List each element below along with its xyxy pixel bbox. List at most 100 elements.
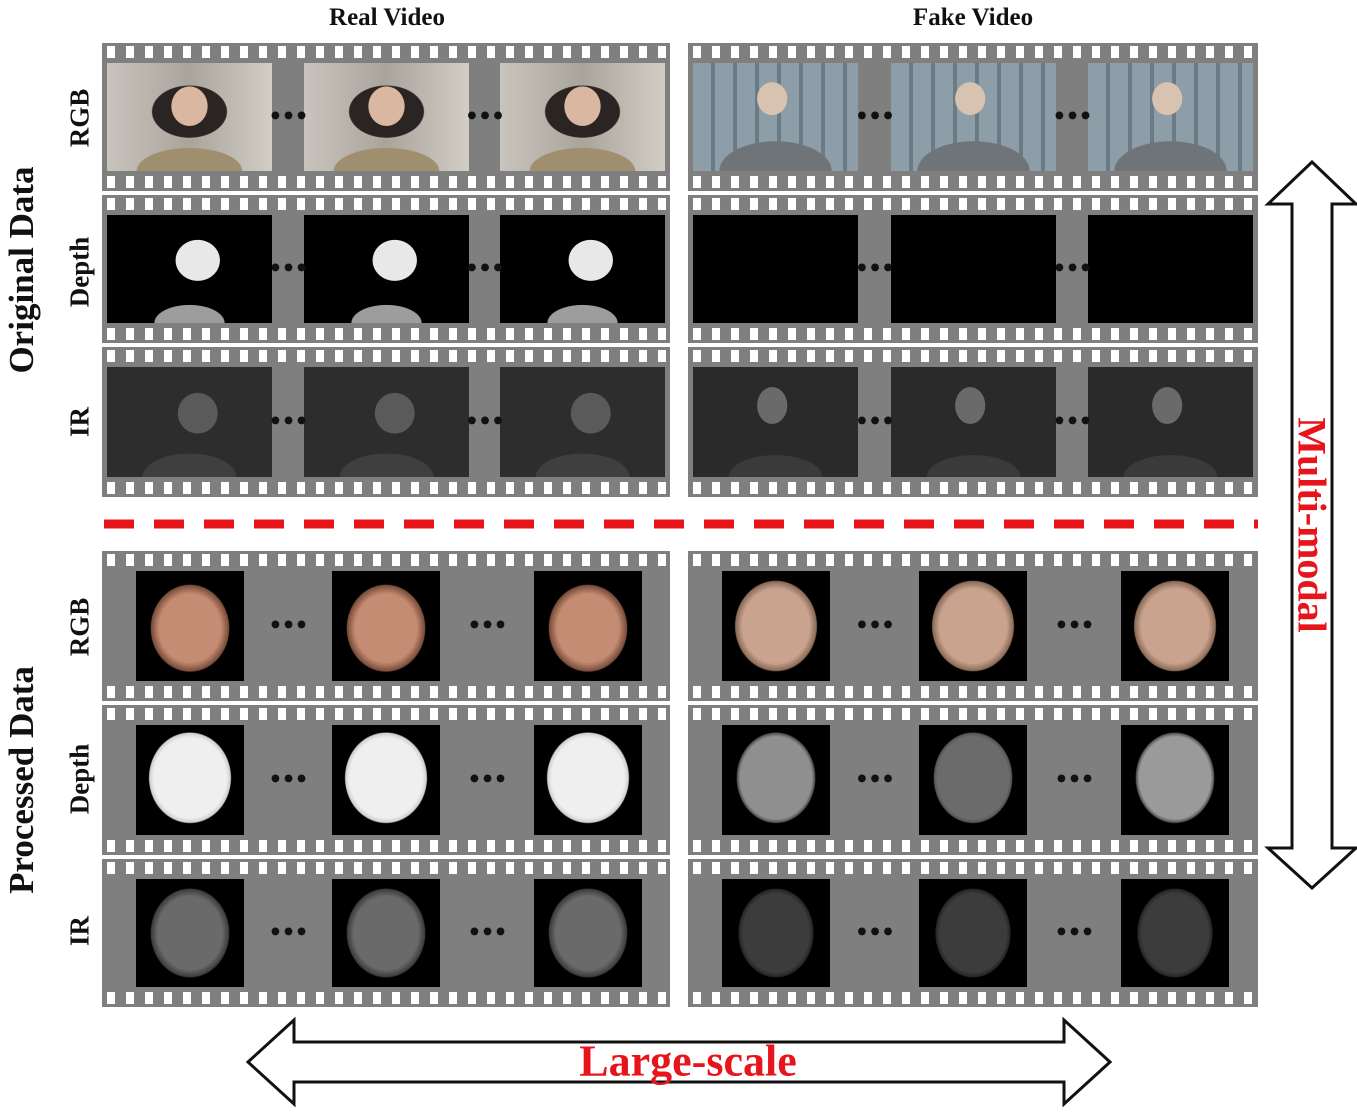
ellipsis: ••• — [854, 104, 895, 130]
video-frame-3 — [1088, 215, 1253, 323]
film-strip-fake-orig-rgb: ••• ••• — [688, 43, 1258, 191]
multimodal-label: Multi-modal — [1289, 417, 1335, 633]
ellipsis: ••• — [467, 920, 507, 946]
ellipsis: ••• — [268, 767, 308, 793]
video-frame-1 — [722, 571, 830, 681]
video-frame-2 — [919, 725, 1027, 835]
film-strip-real-orig-rgb: ••• ••• — [102, 43, 670, 191]
film-perforation-top — [102, 46, 670, 58]
film-perforation-top — [102, 862, 670, 874]
video-frame-1 — [693, 215, 858, 323]
film-strip-real-orig-ir: ••• ••• — [102, 347, 670, 497]
ellipsis: ••• — [854, 409, 895, 435]
ellipsis: ••• — [268, 409, 308, 435]
film-perforation-top — [688, 862, 1258, 874]
largescale-double-arrow — [246, 1016, 1112, 1108]
ellipsis: ••• — [268, 256, 308, 282]
largescale-label: Large-scale — [579, 1036, 797, 1086]
film-strip-real-proc-ir: ••• ••• — [102, 859, 670, 1007]
film-perforation-top — [102, 708, 670, 720]
ellipsis: ••• — [464, 409, 505, 435]
real-video-title: Real Video — [329, 4, 445, 31]
film-perforation-top — [102, 350, 670, 362]
video-frame-2 — [304, 367, 469, 477]
film-strip-real-proc-depth: ••• ••• — [102, 705, 670, 855]
film-perforation-bottom — [102, 840, 670, 852]
video-frame-3 — [1121, 725, 1229, 835]
video-frame-2 — [332, 571, 440, 681]
ellipsis: ••• — [854, 920, 895, 946]
ellipsis: ••• — [467, 767, 507, 793]
film-perforation-top — [102, 198, 670, 210]
film-perforation-bottom — [102, 176, 670, 188]
video-frame-1 — [693, 367, 858, 477]
video-frame-1 — [107, 215, 272, 323]
ellipsis: ••• — [464, 256, 505, 282]
video-frame-2 — [919, 571, 1027, 681]
film-strip-fake-orig-ir: ••• ••• — [688, 347, 1258, 497]
ellipsis: ••• — [854, 767, 895, 793]
ellipsis: ••• — [1054, 920, 1094, 946]
film-perforation-top — [688, 708, 1258, 720]
ellipsis: ••• — [268, 104, 308, 130]
video-frame-1 — [136, 571, 244, 681]
video-frame-3 — [1121, 879, 1229, 987]
ellipsis: ••• — [1054, 767, 1094, 793]
film-perforation-bottom — [688, 686, 1258, 698]
film-perforation-bottom — [102, 686, 670, 698]
video-frame-3 — [500, 367, 665, 477]
video-frame-3 — [534, 879, 642, 987]
video-frame-3 — [1088, 63, 1253, 171]
film-perforation-bottom — [688, 482, 1258, 494]
video-frame-1 — [693, 63, 858, 171]
film-perforation-bottom — [688, 328, 1258, 340]
film-perforation-bottom — [102, 328, 670, 340]
video-frame-3 — [1088, 367, 1253, 477]
video-frame-2 — [304, 63, 469, 171]
ellipsis: ••• — [268, 613, 308, 639]
multimodal-double-arrow — [1264, 160, 1357, 891]
video-frame-3 — [1121, 571, 1229, 681]
video-frame-3 — [500, 63, 665, 171]
video-frame-2 — [891, 367, 1056, 477]
film-strip-fake-proc-rgb: ••• ••• — [688, 551, 1258, 701]
video-frame-3 — [500, 215, 665, 323]
ellipsis: ••• — [854, 256, 895, 282]
film-perforation-top — [688, 198, 1258, 210]
film-perforation-top — [688, 554, 1258, 566]
ellipsis: ••• — [268, 920, 308, 946]
video-frame-2 — [891, 63, 1056, 171]
film-perforation-bottom — [688, 992, 1258, 1004]
video-frame-1 — [722, 725, 830, 835]
film-strip-fake-proc-ir: ••• ••• — [688, 859, 1258, 1007]
video-frame-1 — [107, 367, 272, 477]
fake-video-title: Fake Video — [912, 4, 1034, 31]
video-frame-1 — [136, 879, 244, 987]
film-perforation-top — [102, 554, 670, 566]
ellipsis: ••• — [1052, 104, 1092, 130]
film-perforation-top — [688, 46, 1258, 58]
ellipsis: ••• — [467, 613, 507, 639]
video-frame-2 — [304, 215, 469, 323]
video-frame-3 — [534, 725, 642, 835]
film-strip-fake-proc-depth: ••• ••• — [688, 705, 1258, 855]
video-frame-2 — [332, 879, 440, 987]
film-perforation-bottom — [688, 840, 1258, 852]
video-frame-2 — [919, 879, 1027, 987]
video-frame-1 — [722, 879, 830, 987]
video-frame-2 — [332, 725, 440, 835]
ellipsis: ••• — [464, 104, 505, 130]
video-frame-1 — [107, 63, 272, 171]
ellipsis: ••• — [1052, 409, 1092, 435]
video-frame-1 — [136, 725, 244, 835]
film-perforation-bottom — [102, 992, 670, 1004]
ellipsis: ••• — [1052, 256, 1092, 282]
film-strip-real-orig-depth: ••• ••• — [102, 195, 670, 343]
film-strip-fake-orig-depth: ••• ••• — [688, 195, 1258, 343]
ellipsis: ••• — [1054, 613, 1094, 639]
video-frame-3 — [534, 571, 642, 681]
video-frame-2 — [891, 215, 1056, 323]
film-perforation-top — [688, 350, 1258, 362]
ellipsis: ••• — [854, 613, 895, 639]
